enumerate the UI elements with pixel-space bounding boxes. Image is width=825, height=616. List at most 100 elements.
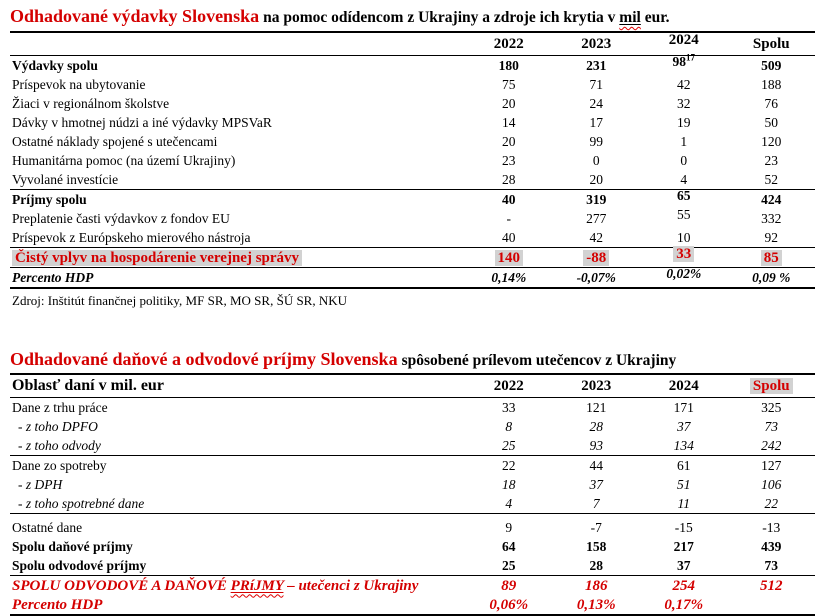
table-row: Percento HDP 0,14% -0,07% 0,02% 0,09 %	[10, 266, 815, 289]
table-row: Vyvolané investície 28 20 4 52	[10, 170, 815, 190]
cell-value: 37	[677, 418, 691, 434]
value-cell: -15	[640, 514, 728, 538]
cell-value: 106	[761, 476, 782, 492]
cell-value: 254	[672, 577, 696, 594]
value-cell: 37	[640, 556, 728, 576]
column-header-text: 2023	[581, 378, 612, 394]
value-cell: 75	[465, 75, 553, 94]
value-cell: 8	[465, 417, 553, 436]
value-cell: 44	[553, 456, 641, 476]
row-label: Percento HDP	[10, 268, 465, 289]
value-cell: 37	[553, 475, 641, 494]
source-note: Zdroj: Inštitút finančnej politiky, MF S…	[12, 293, 348, 308]
cell-value: -7	[590, 519, 602, 535]
table-row: Príjmy spolu 40 319 65 424	[10, 187, 815, 209]
cell-value: 512	[760, 577, 783, 594]
cell-value: 65	[677, 187, 691, 203]
value-cell: 7	[552, 494, 640, 514]
cell-value: 55	[677, 206, 691, 222]
value-cell: 20	[553, 170, 641, 190]
row-label: Žiaci v regionálnom školstve	[10, 94, 465, 113]
column-header-text: 2024	[668, 378, 699, 394]
column-header-text: Spolu	[749, 378, 793, 394]
table-row: Dávky v hmotnej núdzi a iné výdavky MPSV…	[10, 113, 815, 132]
cell-value: -13	[762, 519, 781, 535]
tax-revenue-table: Oblasť daní v mil. eur 2022 2023 2024 Spolu D…	[10, 373, 815, 616]
value-cell: 19	[640, 113, 728, 132]
expenditures-table: 2022 2023 2024 Spolu Výdavky spolu 180 231 9817…	[10, 32, 816, 289]
cell-value: 92	[764, 229, 779, 245]
value-cell: 73	[728, 417, 816, 436]
table2-title-red: Odhadované daňové a odvodové príjmy Slov…	[10, 349, 398, 369]
cell-value: 217	[673, 538, 694, 554]
cell-value: 76	[764, 95, 779, 111]
column-header: 2023	[552, 33, 640, 56]
table-row: Percento HDP 0,06% 0,13% 0,17%	[10, 595, 815, 615]
cell-value: 42	[677, 76, 691, 92]
value-cell: 73	[727, 556, 815, 576]
row-label-text: Percento HDP	[12, 596, 103, 613]
value-cell: 33	[465, 398, 553, 418]
row-label: Ostatné náklady spojené s utečencami	[10, 132, 465, 151]
value-cell: 106	[728, 475, 816, 494]
cell-value: 0,09 %	[752, 269, 791, 285]
value-cell: 127	[728, 456, 816, 476]
cell-value: 17	[589, 114, 604, 130]
cell-value: 33	[502, 399, 516, 415]
cell-value: 4	[680, 171, 688, 187]
value-cell: 158	[553, 537, 641, 556]
cell-value: 40	[502, 191, 516, 207]
table1-title-text-pre: na pomoc odídencom z Ukrajiny a zdroje i…	[263, 9, 616, 26]
underlined-word-wrap: PRíJMY	[231, 578, 284, 594]
row-label: Humanitárna pomoc (na území Ukrajiny)	[10, 151, 465, 170]
row-label: Príspevok z Európskeho mierového nástroj…	[10, 228, 465, 248]
cell-value: 28	[589, 557, 604, 573]
cell-value: 319	[586, 191, 607, 207]
cell-value: 42	[589, 229, 604, 245]
spellchecked-word: PRíJMY	[230, 577, 284, 594]
row-label-text: - z toho DPFO	[18, 418, 98, 434]
table-row: - z DPH 18 37 51 106	[10, 475, 815, 494]
value-cell: 85	[727, 247, 815, 268]
row-label-text: - z DPH	[18, 476, 63, 492]
row-label: Spolu odvodové príjmy	[10, 556, 465, 576]
value-cell: 51	[640, 475, 728, 494]
value-cell: 242	[727, 436, 815, 456]
value-cell: 18	[465, 475, 553, 494]
cell-value: 51	[677, 476, 691, 492]
value-cell: 71	[553, 75, 641, 94]
cell-value: 171	[673, 399, 694, 415]
cell-value: 10	[677, 229, 691, 245]
cell-value: 0	[592, 152, 600, 168]
row-label-text: Príspevok z Európskeho mierového nástroj…	[12, 229, 251, 245]
row-label-text: - z toho spotrebné dane	[18, 495, 145, 511]
cell-value: 140	[494, 249, 523, 266]
cell-value: 73	[764, 557, 779, 573]
value-cell: 23	[465, 151, 553, 170]
value-cell: 25	[465, 556, 553, 576]
value-cell: 25	[465, 436, 553, 456]
value-cell: 439	[728, 537, 816, 556]
cell-value: 71	[589, 76, 604, 92]
table2-title: Odhadované daňové a odvodové príjmy Slov…	[10, 349, 815, 373]
value-cell: 140	[465, 247, 553, 268]
value-cell: 0,06%	[465, 595, 553, 615]
value-cell: 509	[728, 56, 816, 76]
table-row: - z toho spotrebné dane 4 7 11 22	[10, 494, 815, 514]
table-row: Preplatenie časti výdavkov z fondov EU - 2…	[10, 206, 815, 228]
row-label: Dávky v hmotnej núdzi a iné výdavky MPSV…	[10, 113, 465, 132]
cell-value: -15	[674, 519, 693, 535]
value-cell: 32	[640, 94, 728, 113]
value-cell: 14	[465, 113, 553, 132]
column-header-text: 2023	[581, 36, 612, 52]
value-cell: 121	[553, 398, 641, 418]
cell-value: 37	[589, 476, 604, 492]
cell-value: 33	[673, 245, 695, 262]
cell-value: 32	[677, 95, 691, 111]
cell-value: 50	[764, 114, 779, 130]
value-cell: 99	[553, 132, 641, 151]
row-label-text: Ostatné náklady spojené s utečencami	[12, 133, 218, 149]
cell-value: 332	[761, 210, 782, 226]
value-cell: 55	[640, 206, 728, 228]
